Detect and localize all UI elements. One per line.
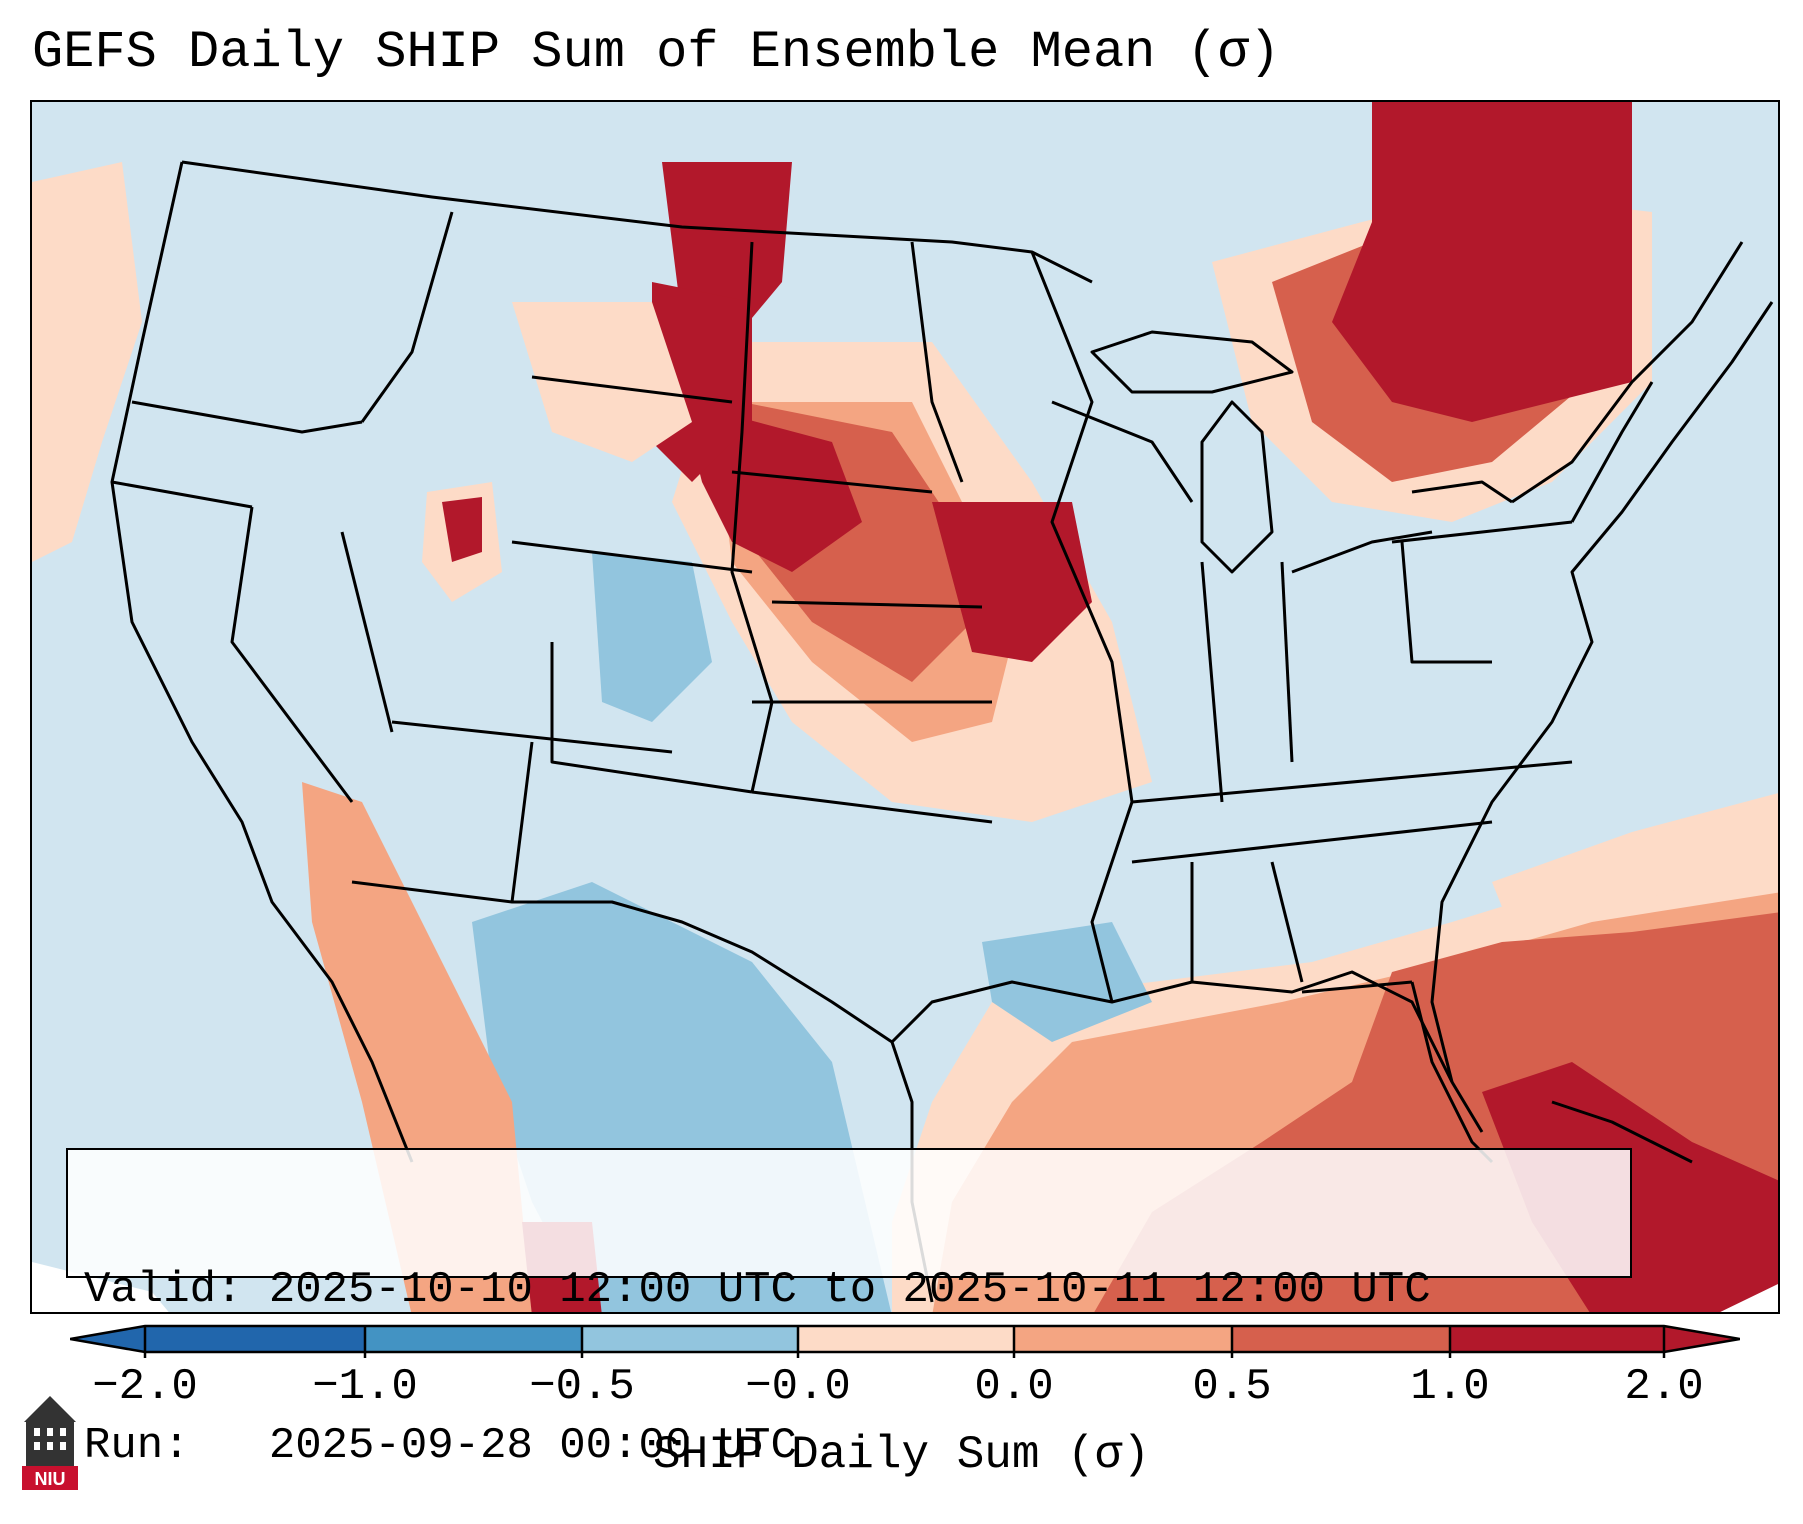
sd-ne xyxy=(731,470,933,494)
colorbar-segment-6 xyxy=(1450,1326,1664,1352)
wi-mi xyxy=(1051,400,1194,503)
run-time-text: Run: 2025-09-28 00:00 UTC xyxy=(84,1421,797,1471)
gulf-coast xyxy=(890,970,1484,1133)
colorbar xyxy=(70,1324,1740,1358)
mt-wy xyxy=(531,375,733,404)
colorbar-segment-0 xyxy=(145,1326,365,1352)
colorbar-segment-1 xyxy=(365,1326,582,1352)
mississippi xyxy=(1030,251,1134,1003)
colorbar-segment-2 xyxy=(582,1326,798,1352)
az-nm-border xyxy=(510,741,534,903)
map-panel xyxy=(30,100,1780,1314)
ne-states xyxy=(1570,381,1654,523)
warm-region-minnesota-max xyxy=(932,502,1092,662)
warm-region-pacific xyxy=(32,162,142,562)
ca-nv-border xyxy=(230,506,354,803)
or-ca-border xyxy=(111,480,253,509)
tick-label-0: −2.0 xyxy=(92,1362,198,1412)
michigan-lp xyxy=(1200,400,1274,574)
lake-ontario xyxy=(1411,480,1513,504)
al-ga xyxy=(1270,861,1304,983)
domain-edge-se xyxy=(1720,1283,1778,1312)
colorbar-segments xyxy=(70,1326,1740,1352)
idaho-mt xyxy=(360,211,454,423)
pa-ny xyxy=(1391,520,1573,544)
ok-tx xyxy=(751,790,993,824)
cool-region-louisiana xyxy=(982,922,1152,1042)
tn-border xyxy=(1131,820,1493,864)
tick-label-3: −0.0 xyxy=(745,1362,851,1412)
lake-erie xyxy=(1291,530,1433,574)
map-title: GEFS Daily SHIP Sum of Ensemble Mean (σ) xyxy=(32,23,1281,82)
east-coast xyxy=(1430,301,1774,1083)
caribbean-islands xyxy=(1551,1100,1693,1164)
colorbar-label: SHIP Daily Sum (σ) xyxy=(653,1429,1150,1481)
dakotas xyxy=(730,241,774,793)
state-borders xyxy=(110,160,1774,1303)
ohio-valley xyxy=(1131,760,1573,804)
in-oh xyxy=(1280,561,1294,763)
colorbar-segment-3 xyxy=(798,1326,1014,1352)
warm-region-utah-max xyxy=(442,497,482,562)
anomaly-map xyxy=(32,102,1778,1312)
valid-time-text: Valid: 2025-10-10 12:00 UTC to 2025-10-1… xyxy=(84,1265,1431,1315)
nv-ut-border xyxy=(340,531,394,733)
lake-superior xyxy=(1090,330,1294,394)
ga-fl xyxy=(1301,980,1413,994)
tick-label-4: 0.0 xyxy=(974,1362,1054,1412)
colorbar-extend-min xyxy=(70,1326,145,1352)
tick-label-5: 0.5 xyxy=(1192,1362,1272,1412)
st-lawrence xyxy=(1511,241,1744,504)
co-nm xyxy=(550,642,753,794)
tick-label-1: −1.0 xyxy=(312,1362,418,1412)
cool-region-colorado xyxy=(592,552,712,722)
pa-oh-wv xyxy=(1400,541,1492,664)
mexico-border xyxy=(351,880,893,1044)
valid-run-info-box: Valid: 2025-10-10 12:00 UTC to 2025-10-1… xyxy=(66,1148,1632,1471)
warm-region-quebec-max xyxy=(1332,102,1632,422)
warm-region-montana-light xyxy=(512,302,692,462)
ne-ks xyxy=(771,600,983,609)
niu-logo-text: NIU xyxy=(35,1469,66,1489)
wy-co xyxy=(511,540,753,574)
niu-tower-icon: NIU xyxy=(22,1396,78,1490)
ut-az xyxy=(391,720,673,754)
wa-or-border xyxy=(131,400,363,434)
west-coast xyxy=(110,161,414,1163)
colorbar-extend-max xyxy=(1664,1326,1740,1352)
warm-region-atlantic-light xyxy=(1492,793,1778,932)
tick-label-7: 2.0 xyxy=(1624,1362,1704,1412)
il-in xyxy=(1200,561,1224,803)
tick-label-2: −0.5 xyxy=(529,1362,635,1412)
us-canada-border xyxy=(181,160,1093,284)
tick-label-6: 1.0 xyxy=(1410,1362,1490,1412)
mn-border xyxy=(910,241,964,483)
colorbar-segment-4 xyxy=(1014,1326,1232,1352)
colorbar-segment-5 xyxy=(1232,1326,1450,1352)
